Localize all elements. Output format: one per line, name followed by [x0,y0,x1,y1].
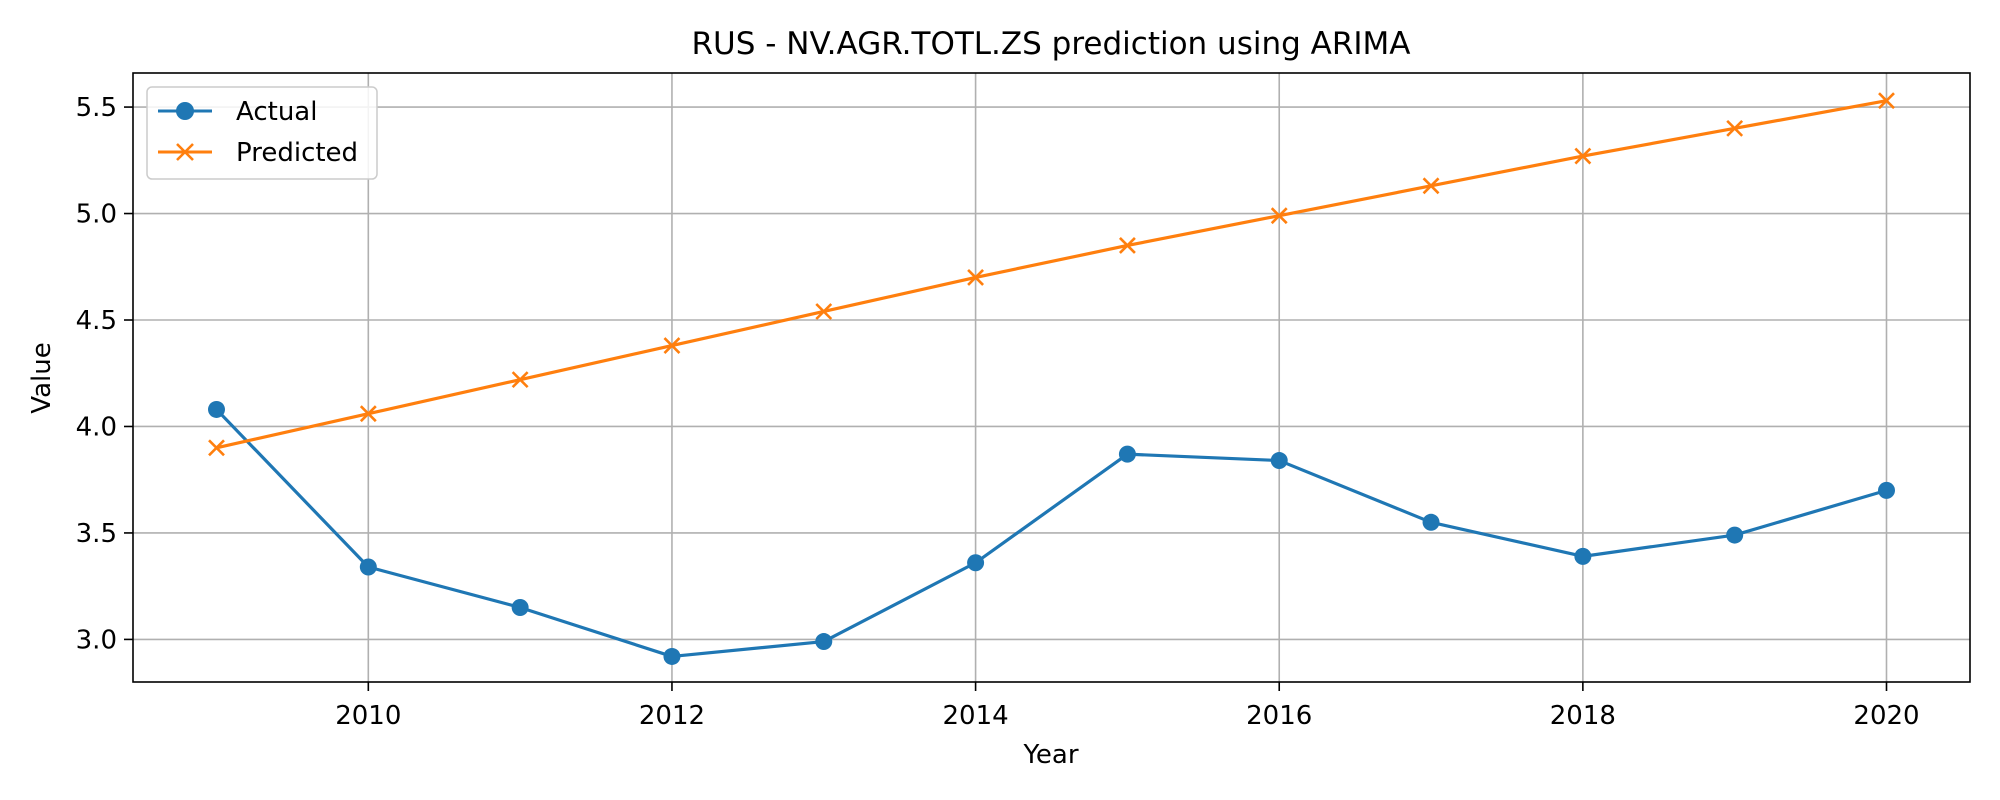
chart-title: RUS - NV.AGR.TOTL.ZS prediction using AR… [691,26,1410,62]
y-tick-label: 5.0 [76,200,117,230]
y-tick-label: 3.0 [76,625,117,655]
predicted-point [663,337,681,354]
predicted-line [214,99,1889,450]
actual-line [214,407,1889,659]
x-tick-label: 2016 [1246,701,1312,731]
legend: Actual Predicted [146,86,378,180]
y-tick-label: 4.0 [76,412,117,442]
legend-predicted-label: Predicted [236,138,358,168]
x-axis-label: Year [1022,740,1078,770]
predicted-point [1118,237,1136,254]
actual-point [208,400,225,418]
predicted-point [511,371,529,389]
actual-point [1574,547,1592,565]
predicted-point [1726,119,1744,137]
y-tick-label: 4.5 [76,306,117,336]
actual-point [1878,481,1895,499]
x-tick-label: 2020 [1853,701,1919,731]
x-tick-label: 2018 [1550,701,1616,731]
plot-area-frame [132,72,1971,683]
y-tick-label: 3.5 [76,519,117,549]
predicted-point [1574,147,1592,165]
predicted-point [359,405,377,423]
x-tick-label: 2012 [639,701,705,731]
grid-lines [133,73,1970,682]
predicted-point [967,269,985,286]
legend-actual-label: Actual [236,97,317,127]
x-tick-label: 2010 [335,701,401,731]
actual-point [359,558,377,576]
legend-actual-marker [176,102,194,120]
actual-point [1726,526,1744,544]
x-tick-label: 2014 [943,701,1009,731]
y-tick-label: 5.5 [76,93,117,123]
actual-point [1118,445,1136,463]
predicted-point [815,303,833,320]
legend-predicted-marker [176,143,194,161]
actual-point [511,598,529,616]
actual-point [815,633,833,651]
actual-point [1422,513,1440,531]
actual-point [1270,452,1288,470]
predicted-point [1878,92,1895,110]
actual-point [663,647,681,665]
axis-ticks: 2010 2012 2014 2016 2018 2020 3.0 3.5 4.0 4.5 5.0 5… [76,93,1920,731]
predicted-point [1270,207,1288,225]
series-group [208,92,1895,665]
predicted-point [1422,177,1440,195]
y-axis-label: Value [27,342,57,413]
actual-point [967,554,985,572]
predicted-point [208,439,225,457]
